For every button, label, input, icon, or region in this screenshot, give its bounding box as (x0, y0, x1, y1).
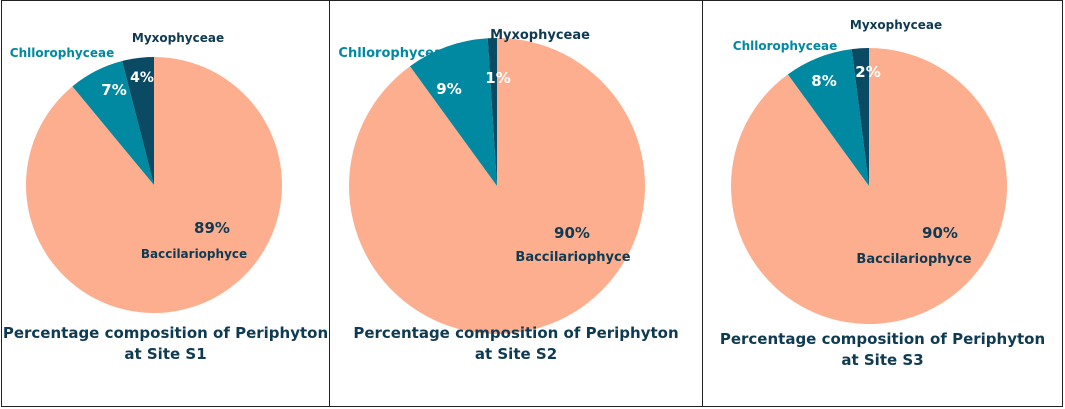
category-label-chllorophyceae: Chllorophyceae (338, 46, 451, 61)
category-label-baccilariophyce: Baccilariophyce (856, 252, 971, 267)
chart-caption-s3: Percentage composition of Periphyton at … (703, 329, 1062, 371)
category-label-baccilariophyce: Baccilariophyce (515, 250, 630, 265)
data-label-myxophyceae: 1% (485, 69, 510, 87)
chart-panel-s1: 89% 7% 4% Baccilariophyce Chllorophyceae Myxo… (1, 0, 330, 407)
pie-slice-chllorophyceae (410, 38, 497, 186)
data-label-chllorophyceae: 9% (436, 80, 461, 98)
chart-caption-s1: Percentage composition of Periphyton at … (2, 323, 329, 365)
data-label-myxophyceae: 2% (855, 63, 880, 81)
data-label-chllorophyceae: 7% (101, 81, 126, 99)
chart-caption-s2: Percentage composition of Periphyton at … (330, 323, 702, 365)
pie-slice-myxophyceae (487, 38, 497, 186)
category-label-chllorophyceae: Chllorophyceae (10, 46, 114, 60)
chart-title-line2: at Site S1 (124, 345, 207, 363)
chart-panel-s3: 90% 8% 2% Baccilariophyce Chllorophyceae Myxo… (702, 0, 1063, 407)
category-label-myxophyceae: Myxophyceae (132, 31, 224, 45)
pie-slice-chllorophyceae (72, 61, 154, 185)
chart-title-line1: Percentage composition of Periphyton (2, 324, 329, 342)
pie-slice-baccilariophyce (25, 57, 283, 314)
data-label-baccilariophyce: 90% (922, 224, 958, 242)
pie-chart-s2: 90% 9% 1% Baccilariophyce Chllorophyceae Myxo… (338, 28, 645, 334)
data-label-baccilariophyce: 90% (554, 224, 590, 242)
data-label-baccilariophyce: 89% (194, 219, 230, 237)
data-label-chllorophyceae: 8% (811, 72, 836, 90)
data-label-myxophyceae: 4% (130, 70, 154, 86)
chart-title-line2: at Site S2 (474, 345, 558, 363)
pie-slice-myxophyceae (851, 48, 869, 186)
chart-title-line1: Percentage composition of Periphyton (719, 330, 1046, 348)
category-label-baccilariophyce: Baccilariophyce (141, 247, 247, 261)
category-label-myxophyceae: Myxophyceae (850, 18, 942, 32)
category-label-myxophyceae: Myxophyceae (490, 28, 590, 43)
pie-chart-s3: 90% 8% 2% Baccilariophyce Chllorophyceae Myxo… (731, 18, 1007, 324)
chart-title-line2: at Site S3 (841, 351, 924, 369)
chart-title-line1: Percentage composition of Periphyton (353, 324, 679, 342)
pie-chart-s1: 89% 7%4% Baccilariophyce Chllorophyceae Myxo… (10, 31, 283, 314)
category-label-chllorophyceae: Chllorophyceae (733, 39, 837, 53)
pie-slice-chllorophyceae (787, 49, 869, 187)
pie-slice-myxophyceae (122, 57, 154, 185)
chart-panel-s2: 90% 9% 1% Baccilariophyce Chllorophyceae Myxo… (329, 0, 703, 407)
